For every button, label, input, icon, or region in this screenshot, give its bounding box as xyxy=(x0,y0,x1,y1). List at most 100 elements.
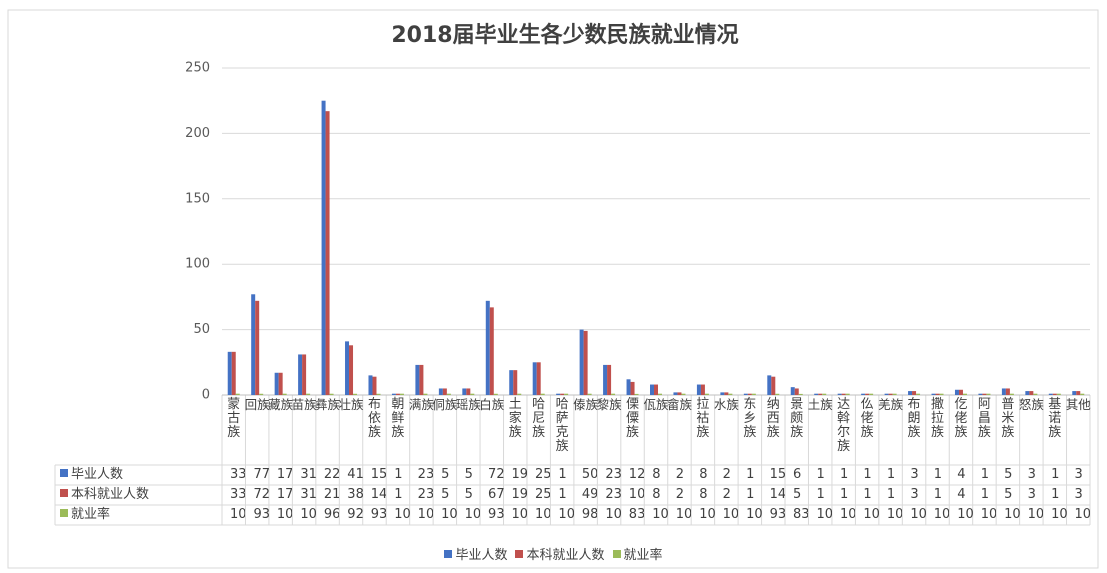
x-tick-label: 藏族 xyxy=(268,397,294,412)
bar xyxy=(532,362,537,395)
table-cell: 93.51% xyxy=(253,507,269,522)
bar xyxy=(607,364,612,395)
table-cell: 1 xyxy=(558,467,567,482)
table-cell: 2 xyxy=(675,487,684,502)
x-tick-label: 朝鲜族 xyxy=(391,397,405,440)
table-cell: 5 xyxy=(441,467,450,482)
table-cell: 100.00% xyxy=(417,507,434,522)
table-cell: 50 xyxy=(581,467,598,482)
x-tick-label: 撒拉族 xyxy=(930,397,944,440)
table-cell: 2 xyxy=(675,467,684,482)
bar xyxy=(837,393,842,395)
x-tick-label: 傈僳族 xyxy=(626,397,640,440)
x-tick-label: 纳西族 xyxy=(766,397,780,440)
table-cell: 100.00% xyxy=(910,507,926,522)
table-cell: 8 xyxy=(652,487,661,502)
table-cell: 3 xyxy=(1027,467,1036,482)
bar xyxy=(345,341,350,395)
legend-entry: 就业率 xyxy=(612,548,663,563)
table-cell: 19 xyxy=(511,487,527,502)
bar xyxy=(798,393,803,395)
table-cell: 100.00% xyxy=(300,507,316,522)
bar xyxy=(278,372,283,395)
legend-key xyxy=(60,469,68,477)
bar xyxy=(485,300,490,395)
legend-key xyxy=(515,550,524,558)
legend-key xyxy=(444,550,453,558)
table-cell: 15 xyxy=(769,467,786,482)
x-tick-label: 傣族 xyxy=(573,397,599,412)
x-tick-label: 蒙古族 xyxy=(227,397,241,440)
table-cell: 92.68% xyxy=(347,507,363,522)
bar xyxy=(630,381,635,395)
bar xyxy=(353,393,358,395)
bar xyxy=(603,364,608,395)
bar xyxy=(916,393,921,395)
bar xyxy=(958,389,963,395)
table-row-header: 毕业人数 xyxy=(60,465,123,485)
x-tick-label: 壮族 xyxy=(338,397,364,412)
bar xyxy=(611,393,616,395)
x-tick-label: 回族 xyxy=(244,397,270,412)
bar xyxy=(775,393,780,395)
bar xyxy=(888,393,893,395)
bar xyxy=(259,393,264,395)
bar xyxy=(1048,393,1053,395)
table-cell: 33 xyxy=(230,487,246,502)
bar xyxy=(696,384,701,395)
table-cell: 100.00% xyxy=(863,507,879,522)
bar xyxy=(1009,393,1014,395)
table-cell: 100.00% xyxy=(605,507,621,522)
table-cell: 23 xyxy=(605,487,621,502)
table-cell: 5 xyxy=(793,487,802,502)
bar xyxy=(442,388,447,395)
x-tick-label: 佤族 xyxy=(643,397,669,412)
bar xyxy=(509,370,514,395)
x-tick-label: 基诺族 xyxy=(1048,397,1062,440)
table-cell: 3 xyxy=(910,467,919,482)
table-cell: 25 xyxy=(534,487,551,502)
x-tick-label: 普米族 xyxy=(1001,397,1015,440)
bar xyxy=(517,393,522,395)
table-row-header: 本科就业人数 xyxy=(60,485,149,505)
table-cell: 49 xyxy=(581,487,598,502)
table-cell: 225 xyxy=(323,467,340,482)
legend: 毕业人数 本科就业人数 就业率 xyxy=(0,544,1107,563)
table-cell: 8 xyxy=(652,467,661,482)
bar xyxy=(489,307,494,395)
y-tick-label: 150 xyxy=(185,191,210,206)
chart-title: 2018届毕业生各少数民族就业情况 xyxy=(391,22,738,48)
table-cell: 8 xyxy=(699,487,708,502)
x-tick-label: 东乡族 xyxy=(743,397,757,440)
table-cell: 72 xyxy=(253,487,269,502)
bar xyxy=(391,393,396,395)
x-tick-label: 瑶族 xyxy=(455,397,481,412)
table-cell: 1 xyxy=(933,467,943,482)
bar xyxy=(419,364,424,395)
bar xyxy=(255,300,260,395)
bar xyxy=(231,351,236,395)
table-cell: 100.00% xyxy=(957,507,973,522)
bar xyxy=(274,372,279,395)
table-cell: 3 xyxy=(910,487,919,502)
table-cell: 100.00% xyxy=(652,507,668,522)
bar xyxy=(724,392,729,395)
legend-label: 本科就业人数 xyxy=(526,548,605,563)
x-tick-label: 布依族 xyxy=(367,397,381,440)
legend-key xyxy=(612,550,621,558)
bar xyxy=(908,391,913,395)
bar xyxy=(747,393,752,395)
table-cell: 100.00% xyxy=(933,507,950,522)
table-cell: 1 xyxy=(839,467,849,482)
bar xyxy=(329,393,334,395)
bar xyxy=(560,393,565,395)
table-cell: 1 xyxy=(839,487,849,502)
table-cell: 77 xyxy=(253,467,269,482)
bar xyxy=(982,393,987,395)
table-cell: 17 xyxy=(276,487,293,502)
bar xyxy=(349,345,354,395)
table-cell: 2 xyxy=(722,487,731,502)
x-tick-label: 黎族 xyxy=(596,397,622,412)
x-tick-label: 拉祜族 xyxy=(696,397,710,440)
